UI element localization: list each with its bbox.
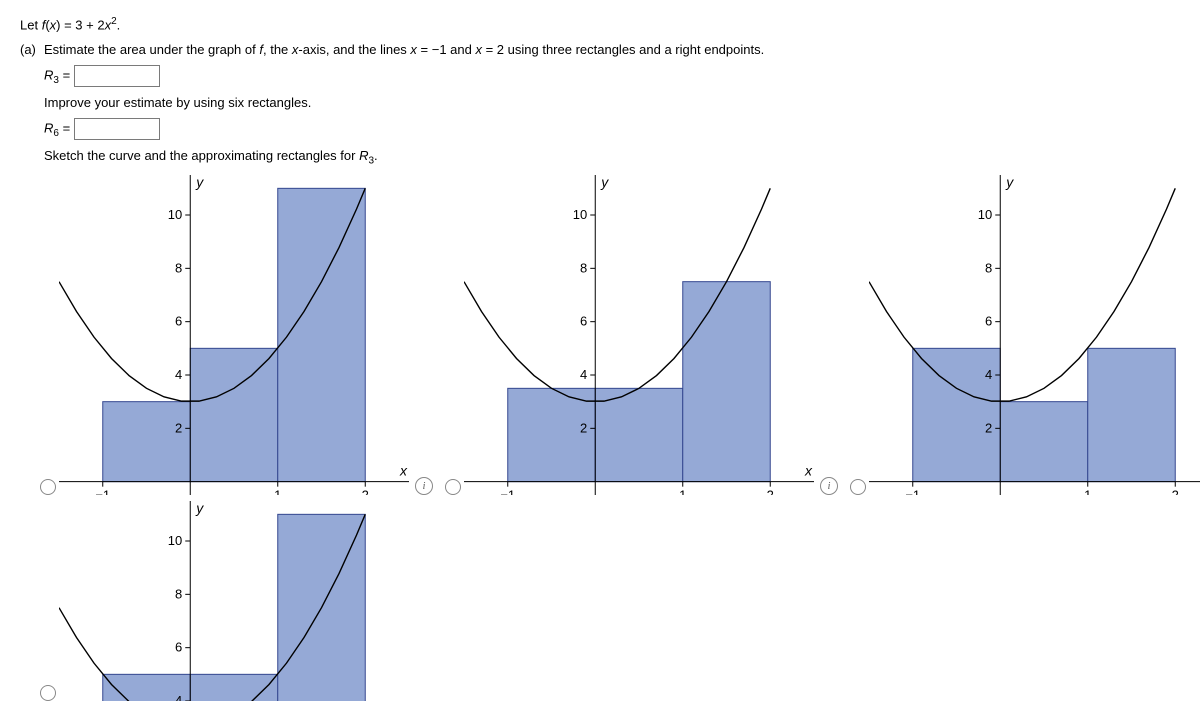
option-1: −1 1 2 2 4 6 8 10 y x i (40, 175, 433, 495)
svg-text:1: 1 (679, 488, 686, 495)
chart-3: −112246810yx (869, 175, 1200, 495)
r6-row: R6 = (44, 118, 1180, 142)
info-icon[interactable]: i (820, 477, 838, 495)
svg-text:10: 10 (573, 207, 587, 222)
svg-text:4: 4 (175, 367, 182, 382)
option-3: −112246810yx i (850, 175, 1200, 495)
svg-text:y: y (195, 175, 204, 190)
svg-text:1: 1 (1084, 488, 1091, 495)
chart-2: −1 1 2 2 4 6 8 10 y x (464, 175, 814, 495)
chart-1: −1 1 2 2 4 6 8 10 y x (59, 175, 409, 495)
svg-text:6: 6 (985, 314, 992, 329)
improve-line: Improve your estimate by using six recta… (44, 93, 1180, 114)
svg-text:2: 2 (362, 488, 369, 495)
radio-option-1[interactable] (40, 479, 56, 495)
radio-option-2[interactable] (445, 479, 461, 495)
sketch-line: Sketch the curve and the approximating r… (44, 146, 1180, 170)
svg-text:2: 2 (580, 421, 587, 436)
svg-text:6: 6 (580, 314, 587, 329)
svg-text:1: 1 (274, 488, 281, 495)
page: Let f(x) = 3 + 2x2. (a) Estimate the are… (0, 0, 1200, 711)
svg-text:6: 6 (175, 640, 182, 655)
charts-row-1: −1 1 2 2 4 6 8 10 y x i −1 1 2 2 4 6 8 10 y x i −1 1 2 2 4 6 8 10… (40, 175, 1180, 495)
svg-text:10: 10 (978, 207, 992, 222)
svg-text:8: 8 (985, 261, 992, 276)
radio-option-3[interactable] (850, 479, 866, 495)
svg-text:8: 8 (175, 261, 182, 276)
svg-text:2: 2 (985, 421, 992, 436)
svg-text:4: 4 (985, 367, 992, 382)
svg-text:y: y (1005, 175, 1014, 190)
r6-input[interactable] (74, 118, 160, 140)
chart-4: −112246810yx (59, 501, 409, 701)
svg-text:8: 8 (175, 587, 182, 602)
svg-text:4: 4 (175, 693, 182, 701)
svg-text:6: 6 (175, 314, 182, 329)
part-label: (a) (20, 40, 44, 61)
svg-text:−1: −1 (95, 488, 110, 495)
svg-text:2: 2 (767, 488, 774, 495)
svg-text:y: y (195, 501, 204, 516)
svg-text:10: 10 (168, 533, 182, 548)
r3-input[interactable] (74, 65, 160, 87)
r3-row: R3 = (44, 65, 1180, 89)
svg-text:4: 4 (580, 367, 587, 382)
svg-text:10: 10 (168, 207, 182, 222)
svg-text:2: 2 (1172, 488, 1179, 495)
svg-text:2: 2 (175, 421, 182, 436)
part-a-text: Estimate the area under the graph of f, … (44, 40, 1180, 61)
charts-row-2: −112246810yx (40, 501, 1180, 701)
svg-text:x: x (399, 463, 408, 479)
radio-option-4[interactable] (40, 685, 56, 701)
info-icon[interactable]: i (415, 477, 433, 495)
svg-text:−1: −1 (500, 488, 515, 495)
svg-text:−1: −1 (905, 488, 920, 495)
intro-line: Let f(x) = 3 + 2x2. (20, 14, 1180, 36)
svg-text:x: x (804, 463, 813, 479)
option-2: −1 1 2 2 4 6 8 10 y x i (445, 175, 838, 495)
svg-text:8: 8 (580, 261, 587, 276)
svg-text:y: y (600, 175, 609, 190)
option-4: −112246810yx (40, 501, 409, 701)
part-a-line: (a) Estimate the area under the graph of… (20, 40, 1180, 61)
